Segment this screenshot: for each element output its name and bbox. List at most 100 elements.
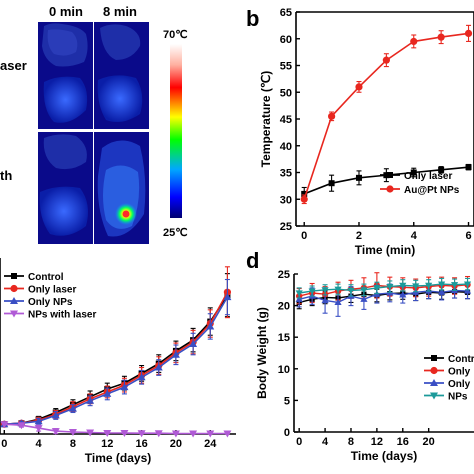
data-point [321,296,329,304]
y-tick-label: 10 [278,364,290,376]
thermal-image-npslaser-0min [38,132,93,244]
data-point [154,363,163,371]
data-point [438,288,446,295]
x-tick-label: 20 [423,436,435,448]
data-point [308,288,316,295]
column-label-0min: 0 min [49,4,83,19]
x-tick-label: 12 [101,438,113,450]
y-axis-label: Body Weight (g) [255,307,269,399]
data-point [206,430,215,438]
data-point [34,417,43,425]
x-tick-label: 4 [36,438,43,450]
x-axis-label: Time (days) [351,449,417,463]
data-point [373,285,381,292]
data-point [171,350,180,358]
y-tick-label: 20 [278,301,290,313]
panel-c-chart: 0 4 8 12 16 20 24 Time (days) Control Only laserO… [0,258,236,465]
data-point [463,281,472,288]
thermal-image-npslaser-8min [94,132,149,244]
series-2 [0,278,232,428]
y-tick-label: 25 [278,269,290,281]
data-point [399,291,407,298]
legend-marker [430,379,438,386]
data-point [223,293,232,301]
data-point [103,430,112,438]
y-tick-label: 60 [280,34,292,46]
legend-marker [431,355,437,361]
x-tick-label: 0 [1,438,7,450]
data-point [34,425,43,433]
y-tick-label: 40 [280,141,292,153]
x-tick-label: 16 [135,438,147,450]
data-point [137,373,146,381]
legend-marker [10,297,18,304]
legend-marker [386,185,394,193]
data-point [51,428,60,436]
series-line [4,423,228,435]
legend-marker [430,392,438,400]
panel-letter-b: b [246,6,259,31]
x-tick-label: 8 [70,438,76,450]
y-tick-label: 50 [280,87,292,99]
data-point [137,430,146,438]
data-point [154,430,163,438]
data-point [206,322,215,330]
data-point [438,281,446,288]
data-point [412,283,420,290]
y-axis-label: Temperature (℃) [259,71,273,168]
column-label-8min: 8 min [103,4,137,19]
legend: Only laser Au@Pt NPs [380,171,460,196]
data-point [86,396,95,404]
data-point [438,166,445,173]
data-point [410,37,418,46]
x-tick-label: 12 [371,436,383,448]
y-tick-label: 25 [280,221,292,233]
row-label-laser: aser [0,58,27,73]
y-tick-label: 35 [280,168,292,180]
legend-marker [11,273,17,279]
panel-letter-d: d [246,248,259,273]
y-tick-label: 0 [284,427,290,439]
legend-marker [387,172,393,178]
series-3 [0,421,232,438]
data-point [189,430,198,438]
x-tick-label: 0 [301,230,307,242]
thermal-image-laser-8min [94,22,149,129]
data-point [295,290,303,297]
x-tick-label: 4 [322,436,329,448]
legend-marker [10,310,18,318]
legend-label: NPs [448,392,468,403]
data-point [360,287,368,294]
data-point [301,190,308,197]
data-point [68,429,77,437]
thermal-image-laser-0min [38,22,93,129]
legend-label: Only NPs [28,297,73,308]
colorbar-min-label: 25℃ [163,227,188,239]
data-point [120,430,129,438]
x-axis-label: Time (days) [85,451,151,465]
y-tick-label: 15 [278,332,290,344]
data-point [382,56,390,64]
x-tick-label: 6 [465,230,471,242]
series-1 [300,24,473,205]
row-label-with: th [0,168,12,183]
legend-marker [10,284,18,293]
data-point [321,287,329,294]
data-point [410,169,417,176]
x-tick-label: 24 [204,438,217,450]
data-point [360,295,368,302]
data-point [120,383,129,391]
data-point [355,83,363,91]
data-point [386,284,394,291]
data-point [463,287,472,294]
data-point [189,340,198,348]
data-point [437,33,445,41]
legend-label: Only laser [404,171,452,182]
legend-label: Contr [448,354,474,365]
data-point [328,112,336,120]
series-line [299,283,468,294]
panel-a: 0 min 8 min aser th 70℃ [0,4,188,244]
